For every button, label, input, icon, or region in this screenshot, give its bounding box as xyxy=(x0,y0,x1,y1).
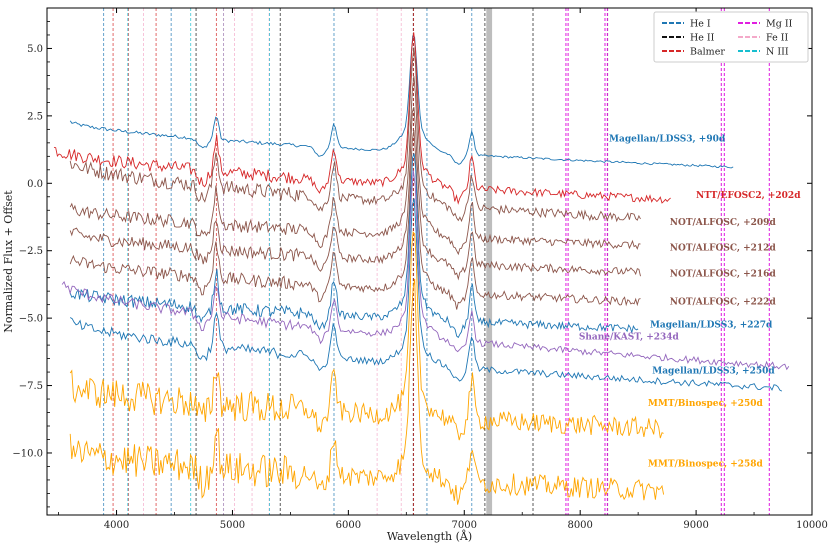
series-line-1 xyxy=(53,32,671,205)
y-tick-label: 2.5 xyxy=(27,111,43,122)
x-tick-label: 8000 xyxy=(567,520,592,531)
legend: He I He II Balmer Mg II Fe II N III xyxy=(653,11,809,63)
x-tick-label: 6000 xyxy=(336,520,361,531)
series-line-5 xyxy=(69,130,641,310)
telluric-band xyxy=(486,8,493,515)
series-label-6: Magellan/LDSS3, +227d xyxy=(650,321,773,331)
series-label-5: NOT/ALFOSC, +222d xyxy=(670,298,777,308)
series-label-8: Magellan/LDSS3, +250d xyxy=(652,366,775,376)
x-tick-label: 4000 xyxy=(104,520,129,531)
series-line-4 xyxy=(69,106,641,281)
series-label-7: Shane/KAST, +234d xyxy=(579,333,680,343)
spectra-series xyxy=(53,32,790,505)
y-axis-label: Normalized Flux + Offset xyxy=(2,190,15,333)
x-axis-label: Wavelength (Å) xyxy=(387,529,472,543)
series-label-9: MMT/Binospec, +250d xyxy=(648,399,764,409)
legend-label: Fe II xyxy=(766,33,788,44)
series-line-9 xyxy=(69,230,664,441)
y-tick-label: 5.0 xyxy=(27,44,43,55)
legend-label: Mg II xyxy=(766,19,793,30)
x-axis-ticks: 4000 5000 6000 7000 8000 9000 10000 xyxy=(58,8,828,531)
x-tick-label: 10000 xyxy=(796,520,828,531)
y-tick-label: −10.0 xyxy=(12,448,43,459)
series-label-0: Magellan/LDSS3, +90d xyxy=(609,134,726,144)
series-line-3 xyxy=(69,75,641,256)
x-tick-label: 9000 xyxy=(683,520,708,531)
legend-label: He I xyxy=(690,19,711,30)
series-label-2: NOT/ALFOSC, +209d xyxy=(670,218,777,228)
legend-label: He II xyxy=(690,33,715,44)
y-tick-label: 0.0 xyxy=(27,179,43,190)
series-label-10: MMT/Binospec, +258d xyxy=(648,459,764,469)
series-line-10 xyxy=(69,278,665,505)
legend-label: Balmer xyxy=(690,47,725,58)
legend-label: N III xyxy=(766,47,789,58)
plot-frame xyxy=(46,7,813,516)
x-tick-label: 5000 xyxy=(220,520,245,531)
series-line-8 xyxy=(69,198,783,392)
series-line-6 xyxy=(69,153,639,339)
series-line-7 xyxy=(61,170,790,371)
series-line-0 xyxy=(69,35,734,169)
series-label-1: NTT/EFOSC2, +202d xyxy=(696,191,801,201)
series-line-2 xyxy=(69,47,641,223)
series-label-4: NOT/ALFOSC, +216d xyxy=(670,269,777,279)
y-tick-label: −5.0 xyxy=(19,314,43,325)
x-tick-label: 7000 xyxy=(452,520,477,531)
legend-box xyxy=(653,11,809,63)
series-label-3: NOT/ALFOSC, +212d xyxy=(670,244,777,254)
y-tick-label: −2.5 xyxy=(19,246,43,257)
spectrum-labels: Magellan/LDSS3, +90d NTT/EFOSC2, +202d NOT… xyxy=(579,134,801,469)
line-markers xyxy=(103,8,770,515)
y-axis-ticks: 5.0 2.5 0.0 −2.5 −5.0 −7.5 −10.0 xyxy=(12,21,812,508)
y-tick-label: −7.5 xyxy=(19,381,43,392)
